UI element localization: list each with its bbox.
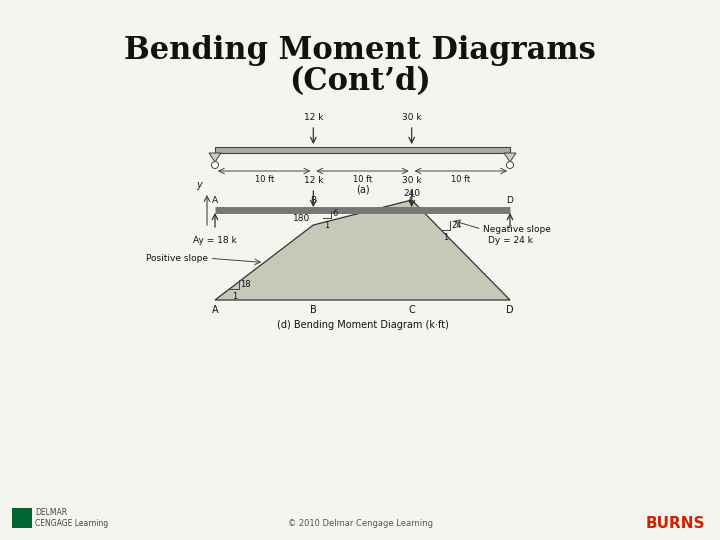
Text: A: A bbox=[212, 305, 218, 315]
Polygon shape bbox=[215, 200, 510, 300]
Text: 240: 240 bbox=[403, 189, 420, 198]
Text: 1: 1 bbox=[443, 233, 449, 242]
Bar bbox=[12, 508, 32, 528]
Text: C: C bbox=[408, 196, 415, 205]
Text: (Cont’d): (Cont’d) bbox=[289, 66, 431, 98]
Text: 180: 180 bbox=[293, 214, 310, 223]
Text: B: B bbox=[310, 305, 317, 315]
Text: 1: 1 bbox=[325, 220, 330, 230]
Text: D: D bbox=[507, 196, 513, 205]
Text: 12 k: 12 k bbox=[304, 113, 323, 122]
Text: Ay = 18 k: Ay = 18 k bbox=[193, 236, 237, 245]
Text: B: B bbox=[310, 196, 316, 205]
Text: © 2010 Delmar Cengage Learning: © 2010 Delmar Cengage Learning bbox=[287, 519, 433, 529]
Circle shape bbox=[506, 161, 513, 168]
Text: 12 k: 12 k bbox=[304, 176, 323, 185]
Text: DELMAR
CENGAGE Learning: DELMAR CENGAGE Learning bbox=[35, 508, 108, 528]
Text: 18: 18 bbox=[240, 280, 251, 289]
Text: 24: 24 bbox=[451, 221, 462, 230]
Text: 6: 6 bbox=[332, 210, 338, 219]
Bar bbox=[215, 147, 510, 153]
Text: 10 ft: 10 ft bbox=[255, 175, 274, 184]
Text: 10 ft: 10 ft bbox=[451, 175, 470, 184]
Text: Positive slope: Positive slope bbox=[145, 254, 207, 263]
Text: Negative slope: Negative slope bbox=[482, 225, 551, 234]
Text: 1: 1 bbox=[232, 292, 237, 301]
Text: C: C bbox=[408, 305, 415, 315]
Text: A: A bbox=[212, 196, 218, 205]
Text: BURNS: BURNS bbox=[646, 516, 705, 531]
Polygon shape bbox=[209, 153, 221, 162]
Text: D: D bbox=[506, 305, 514, 315]
Text: (d) Bending Moment Diagram (k·ft): (d) Bending Moment Diagram (k·ft) bbox=[276, 320, 449, 330]
Text: y: y bbox=[196, 180, 202, 190]
Text: 10 ft: 10 ft bbox=[353, 175, 372, 184]
Polygon shape bbox=[504, 153, 516, 162]
Text: 30 k: 30 k bbox=[402, 113, 421, 122]
Text: Bending Moment Diagrams: Bending Moment Diagrams bbox=[124, 35, 596, 65]
Circle shape bbox=[212, 161, 218, 168]
Text: Dy = 24 k: Dy = 24 k bbox=[487, 236, 532, 245]
Text: 30 k: 30 k bbox=[402, 176, 421, 185]
Text: (a): (a) bbox=[356, 185, 369, 195]
